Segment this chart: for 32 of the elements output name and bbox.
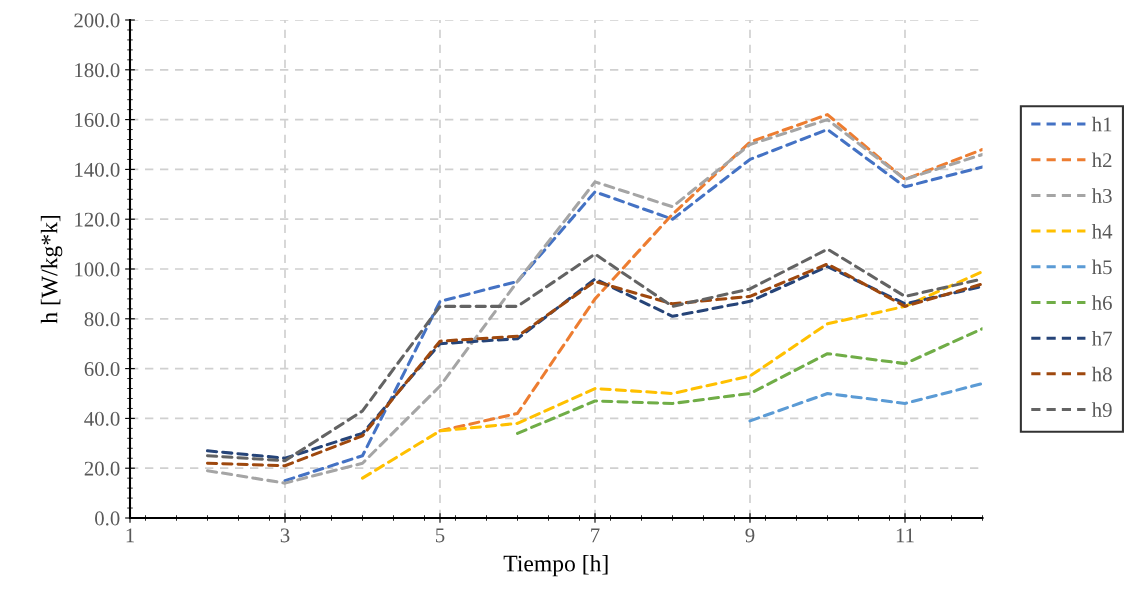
x-tick-label: 5 bbox=[436, 528, 445, 543]
y-tick-label: 100.0 bbox=[75, 262, 120, 277]
x-tick-label: 1 bbox=[126, 528, 134, 543]
legend-label: h8 bbox=[1091, 366, 1112, 382]
legend-label: h4 bbox=[1091, 223, 1113, 239]
legend-label: h2 bbox=[1091, 152, 1112, 168]
legend-label: h6 bbox=[1091, 295, 1112, 310]
line-series bbox=[748, 382, 983, 423]
y-tick-label: 200.0 bbox=[74, 13, 120, 28]
x-tick-label: 3 bbox=[280, 528, 290, 543]
legend-label: h1 bbox=[1091, 116, 1112, 132]
legend-label: h3 bbox=[1091, 188, 1112, 203]
y-tick-label: 120.0 bbox=[75, 212, 120, 227]
y-tick-label: 60.0 bbox=[84, 361, 120, 377]
legend-label: h9 bbox=[1091, 402, 1112, 418]
y-tick-label: 80.0 bbox=[84, 312, 120, 327]
x-tick-label: 7 bbox=[591, 528, 600, 543]
legend-label: h5 bbox=[1091, 259, 1112, 275]
y-tick-label: 140.0 bbox=[75, 162, 120, 177]
y-tick-label: 160.0 bbox=[75, 112, 120, 128]
x-axis-title: Tiempo [h] bbox=[503, 554, 608, 577]
line-series bbox=[360, 269, 983, 480]
y-tick-label: 40.0 bbox=[84, 411, 120, 426]
y-tick-label: 20.0 bbox=[84, 461, 120, 476]
y-tick-label: 180.0 bbox=[75, 63, 120, 78]
x-tick-label: 11 bbox=[896, 528, 914, 543]
y-axis-title: h [W/kg*k] bbox=[40, 216, 63, 324]
line-series bbox=[515, 327, 983, 435]
y-tick-label: 0.0 bbox=[95, 511, 120, 526]
line-series bbox=[438, 113, 983, 433]
legend-label: h7 bbox=[1091, 330, 1112, 346]
x-tick-label: 9 bbox=[745, 528, 755, 543]
